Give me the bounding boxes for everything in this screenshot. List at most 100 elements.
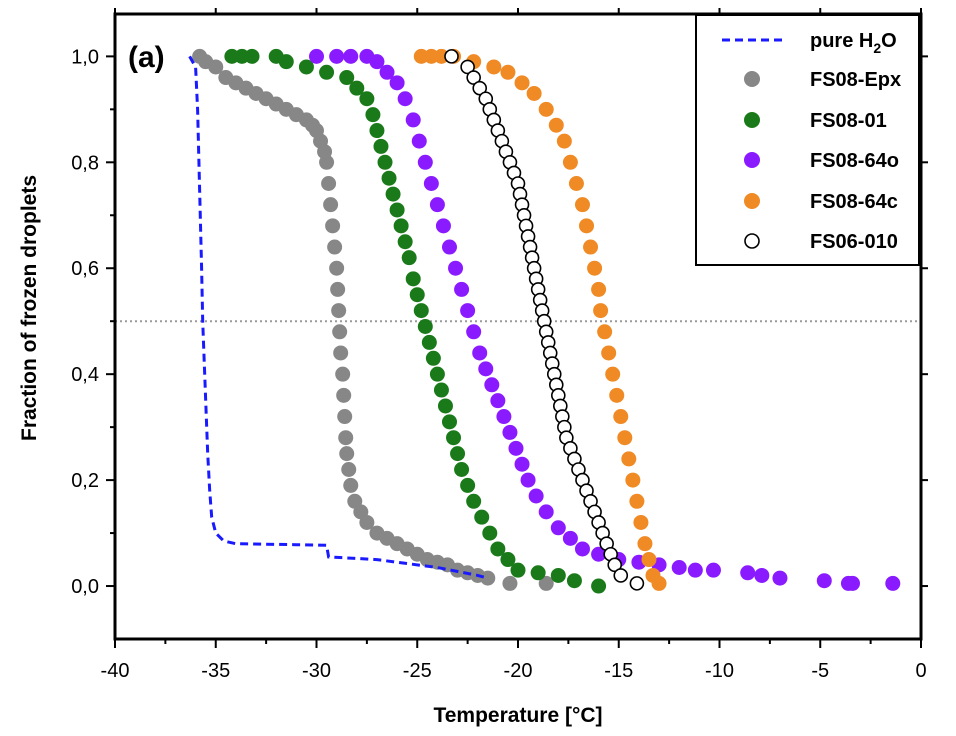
data-point — [583, 239, 599, 255]
data-point — [597, 324, 613, 340]
data-point — [339, 70, 355, 86]
data-point — [474, 509, 490, 525]
data-point — [429, 197, 445, 213]
data-point — [335, 366, 351, 382]
data-point — [472, 80, 488, 96]
data-point — [613, 409, 629, 425]
data-point — [329, 260, 345, 276]
data-point — [844, 575, 860, 591]
legend-label-fs08-64o: FS08-64o — [810, 150, 899, 172]
data-point — [490, 393, 506, 409]
data-point — [609, 387, 625, 403]
data-point — [526, 85, 542, 101]
data-point — [446, 430, 462, 446]
data-point — [323, 197, 339, 213]
legend-marker-fs08-64c — [744, 193, 760, 209]
data-point — [466, 324, 482, 340]
data-point — [466, 493, 482, 509]
data-point — [448, 260, 464, 276]
data-point — [433, 382, 449, 398]
data-point — [625, 472, 641, 488]
data-point — [550, 520, 566, 536]
x-tick-label: -40 — [101, 660, 130, 682]
axis-ticks — [106, 8, 928, 648]
data-point — [637, 536, 653, 552]
data-point — [568, 175, 584, 191]
data-point — [613, 568, 629, 583]
data-point — [486, 59, 502, 75]
data-point — [405, 271, 421, 287]
data-point — [460, 303, 476, 319]
data-point — [373, 138, 389, 154]
x-tick-label: -10 — [705, 660, 734, 682]
data-point — [460, 477, 476, 493]
data-point — [365, 107, 381, 123]
legend: pure H2O FS08-Epx FS08-01 FS08-64o FS08-… — [695, 14, 920, 266]
series-fs08-01 — [224, 48, 607, 594]
data-point — [641, 552, 657, 568]
data-point — [587, 260, 603, 276]
y-tick-label: 1,0 — [71, 46, 99, 68]
data-point — [429, 366, 445, 382]
data-point — [562, 530, 578, 546]
data-point — [574, 197, 590, 213]
data-point — [309, 48, 324, 64]
data-point — [244, 48, 260, 64]
data-point — [490, 541, 506, 557]
legend-box — [695, 14, 920, 266]
data-point — [397, 234, 413, 250]
y-tick-label: 0,8 — [71, 152, 99, 174]
data-point — [508, 440, 524, 456]
legend-label-fs08-64c: FS08-64c — [810, 191, 898, 213]
data-point — [671, 559, 687, 575]
data-point — [591, 546, 607, 562]
data-point — [651, 575, 667, 591]
data-point — [621, 451, 637, 467]
legend-label-fs06-010: FS06-010 — [810, 231, 898, 253]
data-point — [343, 477, 359, 493]
data-point — [325, 218, 341, 234]
x-tick-label: -15 — [604, 660, 633, 682]
data-point — [413, 303, 429, 319]
data-point — [444, 49, 459, 64]
data-point — [528, 488, 544, 504]
data-point — [435, 218, 451, 234]
data-point — [331, 303, 347, 319]
series-fs08-epx — [192, 48, 554, 591]
data-point — [605, 366, 621, 382]
data-point — [359, 514, 375, 530]
data-point — [337, 409, 353, 425]
data-point — [530, 565, 546, 581]
series-pure-h2o — [188, 55, 489, 580]
data-point — [484, 377, 500, 393]
data-point — [381, 170, 397, 186]
data-point — [607, 557, 623, 573]
y-axis-title: Fraction of frozen droplets — [18, 175, 41, 441]
data-point — [460, 59, 475, 75]
data-point — [478, 361, 494, 377]
y-tick-label: 0,2 — [71, 470, 99, 492]
data-point — [389, 202, 405, 218]
data-point — [423, 175, 439, 191]
data-point — [538, 101, 554, 117]
data-point — [385, 186, 401, 202]
data-point — [401, 250, 417, 266]
data-point — [330, 281, 346, 297]
y-tick-label: 0,4 — [71, 364, 99, 386]
data-point — [472, 345, 488, 361]
data-point — [562, 154, 578, 170]
data-point — [425, 350, 441, 366]
x-tick-label: -35 — [201, 660, 230, 682]
y-tick-label: 0,0 — [71, 576, 99, 598]
data-point — [593, 303, 609, 319]
data-point — [397, 91, 413, 107]
data-point — [591, 281, 607, 297]
data-point — [369, 54, 385, 70]
data-point — [538, 504, 554, 520]
data-point — [319, 64, 335, 80]
data-point — [441, 239, 457, 255]
data-point — [421, 334, 437, 350]
data-point — [629, 493, 645, 509]
data-point — [339, 446, 355, 462]
data-point — [601, 345, 617, 361]
